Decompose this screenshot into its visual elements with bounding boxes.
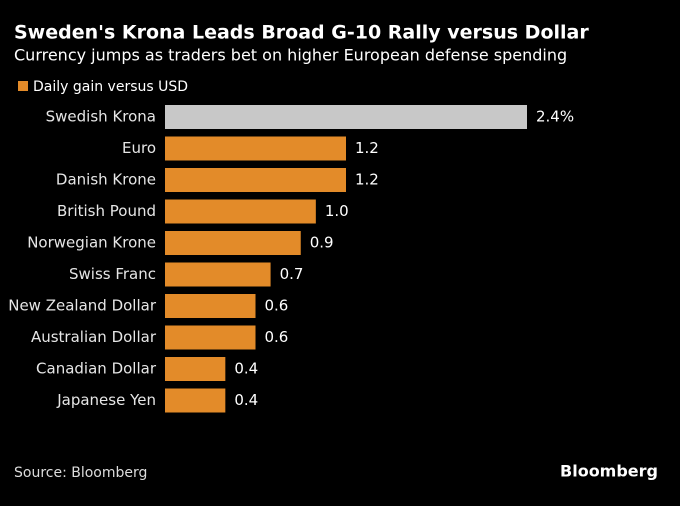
source: Source: Bloomberg (14, 465, 147, 481)
bar (165, 199, 316, 224)
value-label: 0.4 (234, 360, 258, 378)
bar (165, 168, 346, 192)
bar (165, 136, 346, 161)
value-label: 1.2 (355, 171, 379, 189)
bar (165, 105, 527, 129)
value-label: 2.4% (536, 108, 574, 126)
bar (165, 357, 226, 381)
brand: Bloomberg (560, 462, 658, 481)
legend-label: Daily gain versus USD (33, 79, 188, 95)
value-label: 1.2 (355, 139, 379, 157)
value-label: 0.7 (280, 265, 304, 283)
value-label: 0.6 (265, 328, 289, 346)
bar (165, 231, 301, 255)
category-label: Norwegian Krone (27, 234, 156, 252)
chart-title: Sweden's Krona Leads Broad G-10 Rally ve… (14, 22, 589, 44)
value-label: 0.4 (234, 391, 258, 409)
value-label: 1.0 (325, 202, 349, 220)
legend-swatch (18, 81, 28, 91)
value-label: 0.6 (265, 297, 289, 315)
chart-subtitle: Currency jumps as traders bet on higher … (14, 46, 567, 65)
category-label: Danish Krone (56, 171, 156, 189)
category-label: New Zealand Dollar (8, 297, 157, 315)
category-label: British Pound (57, 202, 156, 220)
category-label: Swiss Franc (69, 265, 156, 283)
bar (165, 325, 256, 350)
value-label: 0.9 (310, 234, 334, 252)
bar (165, 388, 226, 413)
category-label: Japanese Yen (56, 391, 156, 409)
category-label: Swedish Krona (46, 108, 156, 126)
bar (165, 294, 256, 318)
category-label: Canadian Dollar (36, 360, 157, 378)
bar (165, 262, 271, 287)
category-label: Euro (122, 139, 156, 157)
category-label: Australian Dollar (31, 328, 157, 346)
